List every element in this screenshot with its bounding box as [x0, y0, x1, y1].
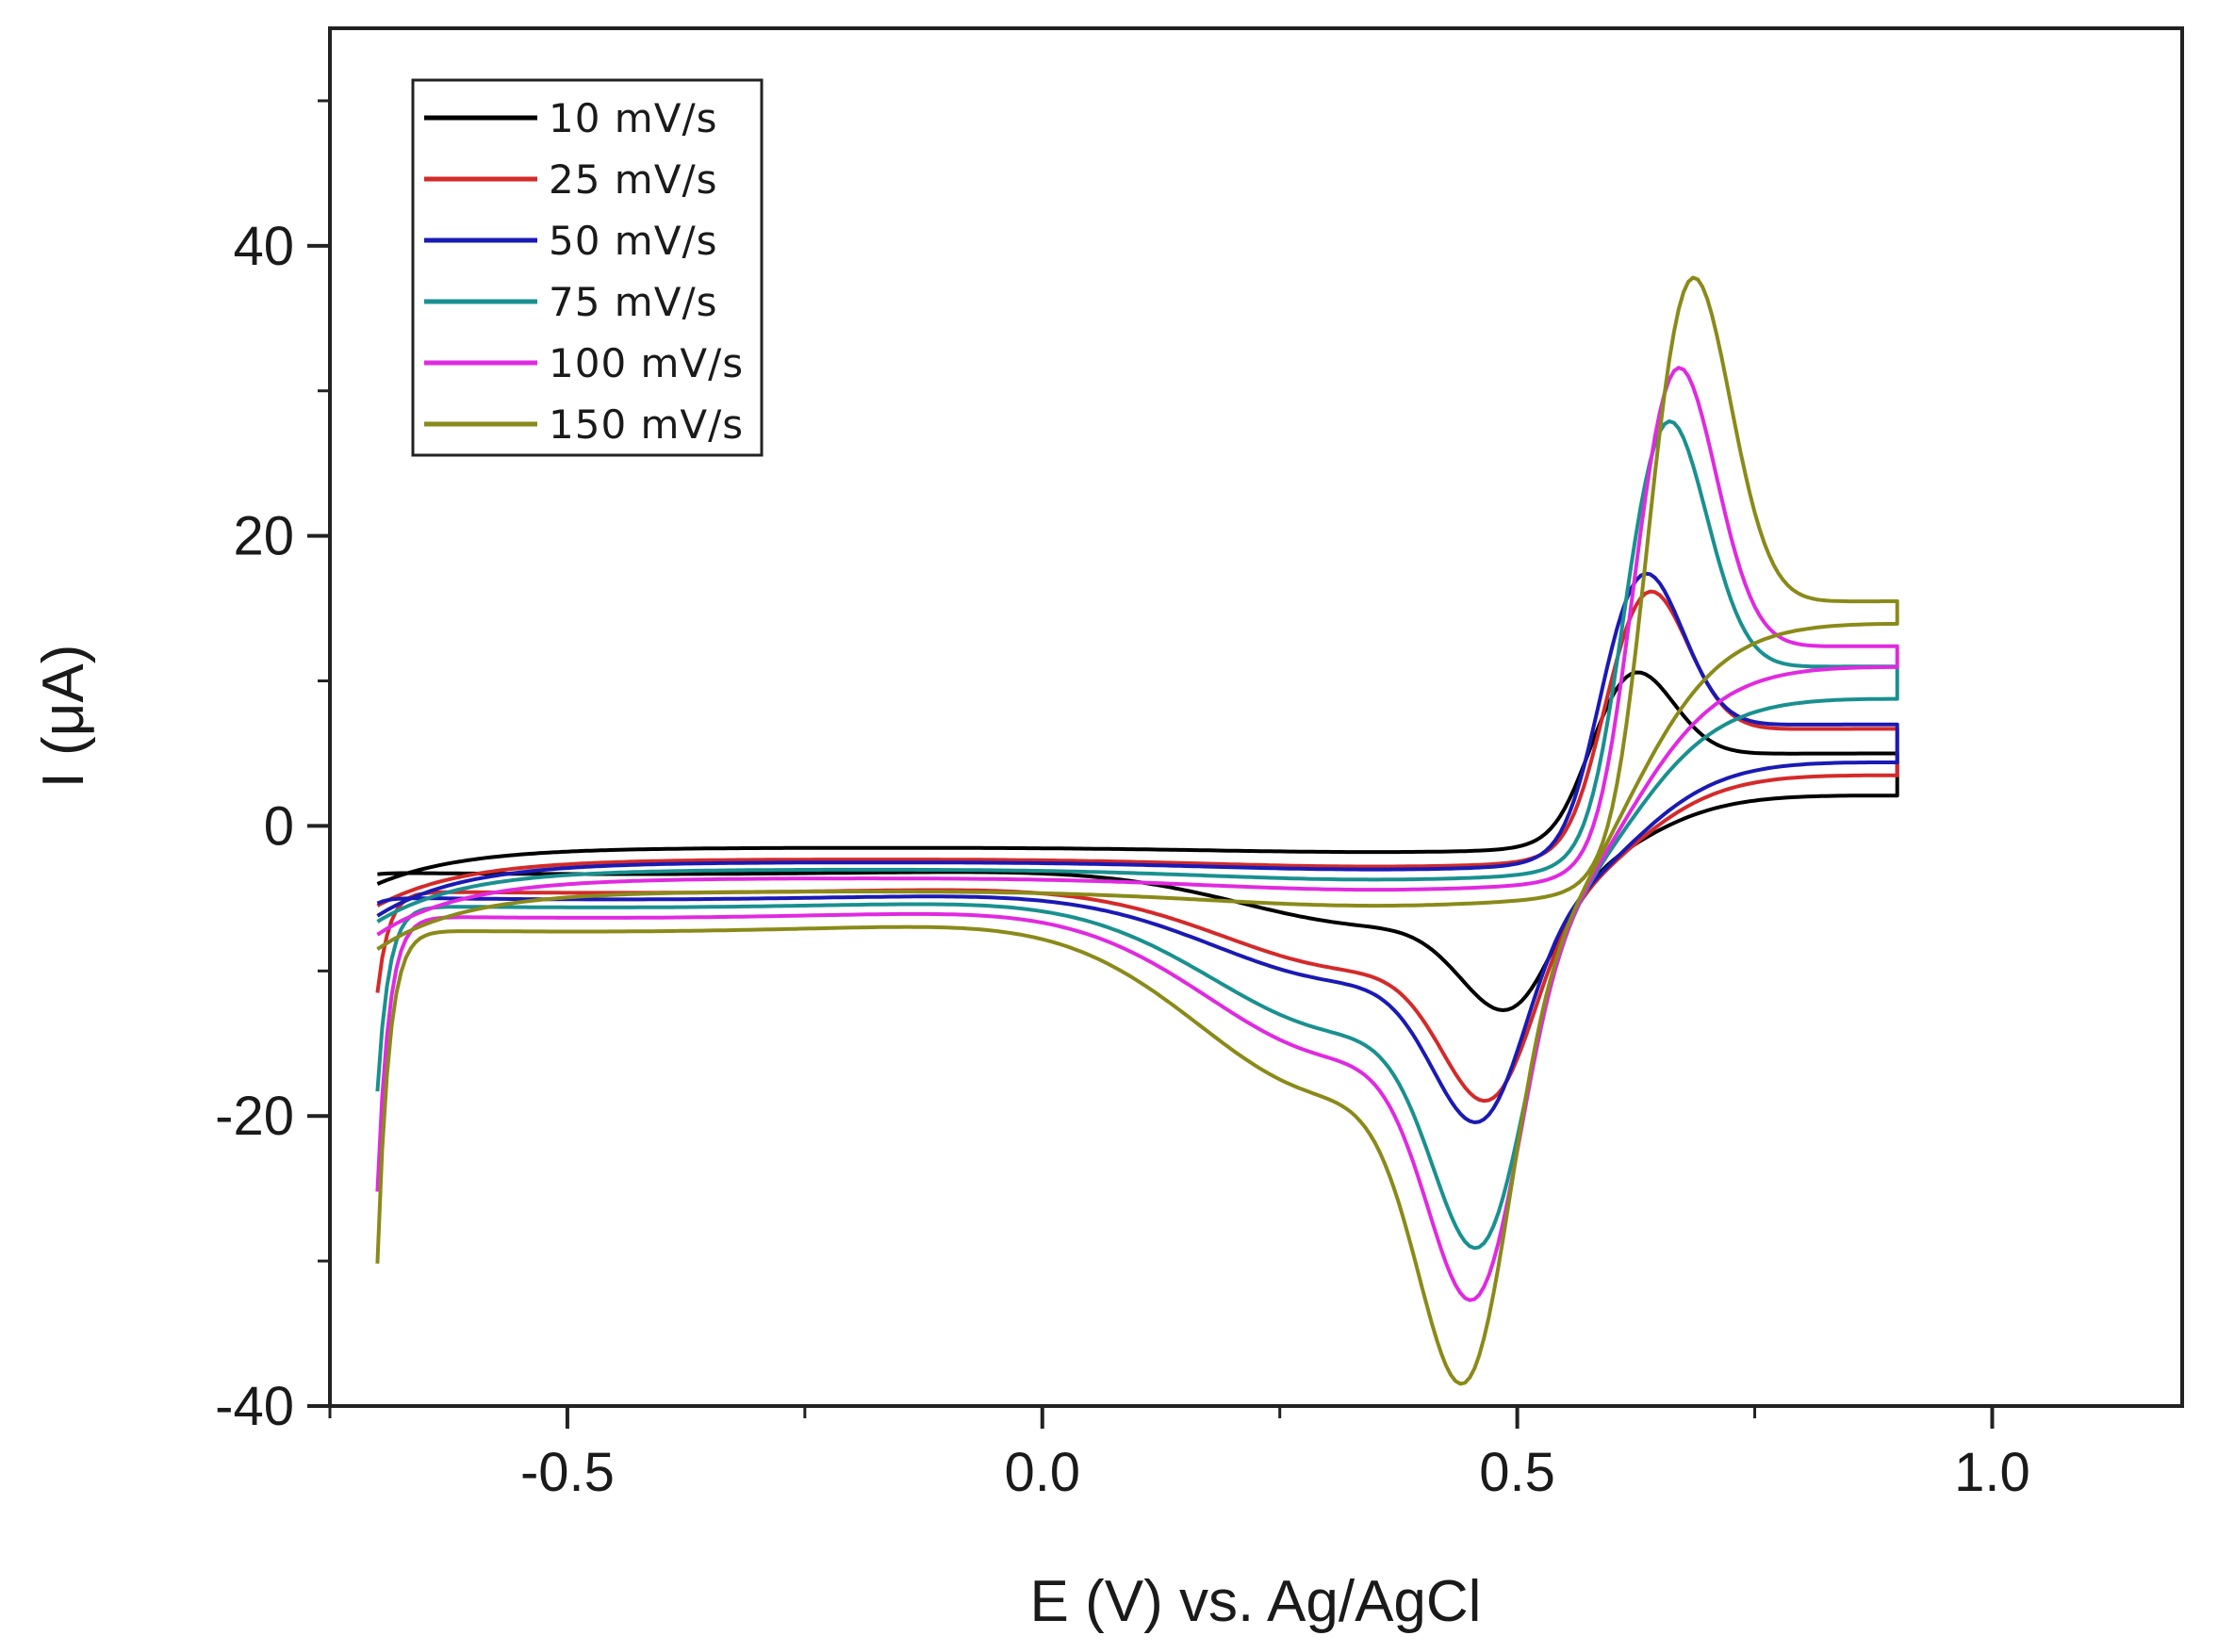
axis-ticks: -0.5 0.0 0.5 1.0 -40 -20 0 20 40 — [215, 99, 2030, 1503]
x-tick-label: 1.0 — [1954, 1442, 2030, 1503]
series-line — [376, 571, 1899, 1124]
x-tick-label: 0.5 — [1479, 1442, 1555, 1503]
x-axis-title: E (V) vs. Ag/AgCl — [1030, 1569, 1482, 1634]
legend-label: 150 mV/s — [549, 401, 744, 448]
y-tick-label: 0 — [264, 795, 294, 857]
y-tick-label: 40 — [233, 216, 294, 277]
y-axis-title: I (μA) — [31, 645, 96, 789]
y-tick-label: -20 — [215, 1086, 294, 1147]
x-tick-label: 0.0 — [1004, 1442, 1080, 1503]
x-tick-label: -0.5 — [520, 1442, 615, 1503]
series-line — [375, 419, 1899, 1251]
plot-frame — [328, 26, 2184, 1408]
series-line — [375, 366, 1899, 1302]
y-tick-label: -40 — [215, 1376, 294, 1437]
series-lines — [375, 275, 1899, 1386]
series-line — [375, 275, 1899, 1386]
legend-label: 10 mV/s — [549, 95, 717, 141]
legend-label: 25 mV/s — [549, 156, 717, 203]
series-line — [375, 589, 1899, 1104]
legend-label: 50 mV/s — [549, 218, 717, 264]
legend-box — [411, 78, 764, 457]
legend-label: 100 mV/s — [549, 340, 744, 386]
legend-label: 75 mV/s — [549, 279, 717, 325]
y-tick-label: 20 — [233, 506, 294, 567]
legend: 10 mV/s 25 mV/s 50 mV/s 75 mV/s 100 mV/s 150 … — [411, 78, 764, 457]
